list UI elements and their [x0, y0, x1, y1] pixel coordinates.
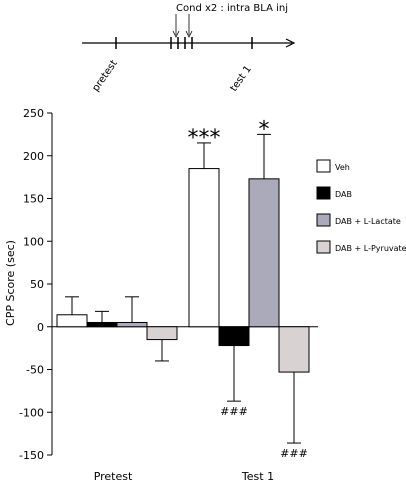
y-tick-label: 250	[23, 107, 44, 120]
y-tick-label: 50	[30, 278, 44, 291]
y-axis-title: CPP Score (sec)	[4, 240, 17, 326]
bar-1-3	[278, 326, 310, 373]
legend-swatch-3	[316, 240, 331, 254]
y-tick-label: -100	[19, 406, 44, 419]
annotation-3: ###	[280, 447, 308, 460]
bar-0-1	[86, 321, 118, 328]
timeline-pretest-label: pretest	[90, 58, 119, 94]
bar-1-2	[248, 178, 280, 328]
timeline: Cond x2 : intra BLA inj pretest test 1	[82, 3, 296, 94]
legend: Veh DAB DAB + L-Lactate DAB + L-Pyruvate	[316, 159, 406, 254]
y-tick-label: 150	[23, 193, 44, 206]
legend-swatch-0	[316, 159, 331, 173]
bars-group	[56, 168, 310, 373]
error-bars-group	[65, 133, 301, 444]
timeline-test-label: test 1	[228, 64, 254, 94]
bar-0-0	[56, 314, 88, 328]
x-tick-label: Pretest	[94, 470, 133, 483]
legend-label-3: DAB + L-Pyruvate	[335, 244, 406, 253]
legend-label-0: Veh	[335, 163, 350, 172]
bar-chart: CPP Score (sec) 250 200 150 100 50 0 -50 -100 -1…	[4, 107, 406, 483]
annotation-0: ***	[188, 126, 221, 151]
bar-0-3	[146, 326, 178, 341]
legend-label-1: DAB	[335, 190, 352, 199]
legend-swatch-1	[316, 186, 331, 200]
x-axis-labels: Pretest Test 1	[94, 470, 274, 483]
bar-1-1	[218, 326, 250, 347]
legend-label-2: DAB + L-Lactate	[335, 217, 401, 226]
x-tick-label: Test 1	[241, 470, 274, 483]
y-tick-label: -50	[26, 364, 44, 377]
timeline-arrowhead	[285, 38, 296, 48]
cond-label: Cond x2 : intra BLA inj	[176, 3, 288, 14]
legend-swatch-2	[316, 213, 331, 227]
y-tick-label: -150	[19, 449, 44, 462]
y-axis-ticks: 250 200 150 100 50 0 -50 -100 -150	[19, 107, 52, 462]
cond-arrow-1-head	[172, 30, 180, 38]
y-tick-label: 200	[23, 150, 44, 163]
cond-arrow-2-head	[185, 30, 193, 38]
y-tick-label: 0	[37, 321, 44, 334]
annotations-group: *** *######	[188, 117, 308, 460]
bar-1-0	[188, 168, 220, 328]
bar-0-2	[116, 321, 148, 328]
y-tick-label: 100	[23, 235, 44, 248]
annotation-2: ###	[220, 405, 248, 418]
annotation-1: *	[259, 117, 270, 142]
